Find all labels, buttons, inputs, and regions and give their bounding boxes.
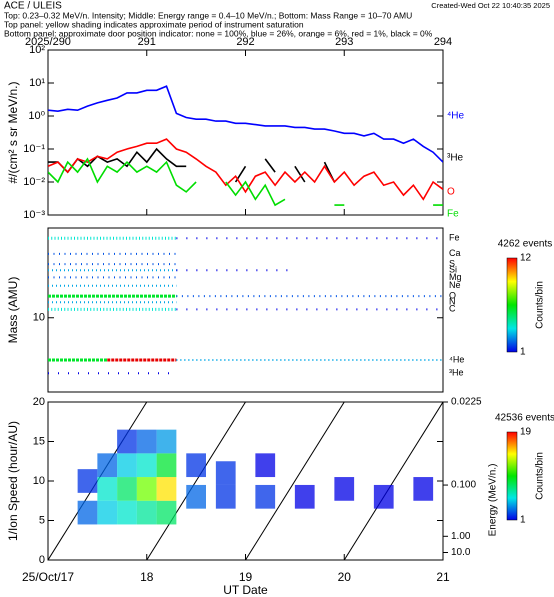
species-label: ³He: [449, 368, 464, 378]
legend-label: Fe: [447, 209, 459, 220]
x-tick-label: 21: [436, 570, 450, 584]
species-label: ⁴He: [449, 354, 464, 364]
x-tick-label: 294: [434, 36, 452, 48]
x-tick-label: 19: [239, 570, 253, 584]
x-tick-label: 292: [236, 36, 254, 48]
density-cell: [117, 500, 137, 525]
species-label: N: [449, 297, 456, 307]
density-cell: [136, 429, 157, 454]
series-line: [48, 85, 443, 163]
y-tick-label: 10²: [29, 44, 45, 56]
density-cell: [156, 429, 177, 454]
header-line: Top: 0.23–0.32 MeV/n. Intensity; Middle:…: [4, 10, 412, 20]
density-cell: [117, 429, 137, 454]
y2-tick-label: 10.0: [451, 547, 471, 558]
y-tick-label: 5: [39, 514, 45, 526]
species-label: Mg: [449, 272, 462, 282]
header-title: ACE / ULEIS: [4, 1, 62, 12]
species-label: Ca: [449, 248, 461, 258]
density-cell: [117, 477, 137, 501]
series-group: [48, 85, 443, 207]
y-tick-label: 10: [33, 475, 45, 487]
x-tick-label: 293: [335, 36, 353, 48]
y-tick-label: 10⁻³: [23, 209, 45, 221]
density-cell: [97, 500, 118, 525]
y2-axis-label: Energy (MeV/n.): [488, 464, 499, 537]
y2-tick-label: 0.100: [451, 480, 476, 491]
series-line: [48, 157, 443, 207]
legend-label: ⁴He: [447, 111, 465, 122]
y-tick-label: 10¹: [29, 77, 45, 89]
density-cell: [136, 453, 157, 478]
density-cell: [215, 484, 236, 509]
density-cell: [77, 469, 98, 493]
species-label: Ne: [449, 280, 461, 290]
density-cell: [255, 453, 276, 478]
guide-line: [343, 402, 443, 560]
density-cell: [373, 484, 394, 509]
y-axis-label: 1/Ion Speed (hour/AU): [6, 421, 20, 541]
x-tick-label: 2025/290: [25, 36, 71, 48]
density-cell: [97, 477, 118, 501]
cells: [77, 429, 434, 525]
colorbar-tick-label: 12: [520, 253, 532, 264]
y2-tick-label: 1.00: [451, 531, 471, 542]
y-tick-label: 0: [39, 554, 45, 566]
x-tick-label: 291: [138, 36, 156, 48]
colorbar-tick-label: 1: [520, 347, 526, 358]
y-tick-label: 10⁻²: [23, 176, 45, 188]
density-cell: [186, 484, 206, 509]
y-tick-label: 10: [33, 312, 45, 324]
guide-line: [146, 402, 246, 560]
density-cell: [255, 484, 276, 509]
series-line: [48, 147, 336, 183]
y-axis-label: #/(cm² s sr MeV/n.): [6, 81, 20, 183]
species-label: S: [449, 258, 455, 268]
y-tick-label: 10⁰: [28, 110, 45, 122]
species-label: Si: [449, 265, 457, 275]
density-cell: [156, 453, 177, 478]
y-tick-label: 10⁻¹: [23, 143, 45, 155]
legend-label: O: [447, 187, 455, 198]
colorbar-label: Counts/bin: [535, 452, 546, 500]
species-label: O: [449, 290, 456, 300]
x-axis-label: UT Date: [223, 583, 268, 597]
header-line: Bottom panel: approximate door position …: [4, 28, 433, 38]
x-tick-label: 25/Oct/17: [22, 570, 74, 584]
series-line: [48, 138, 443, 201]
density-cell: [334, 477, 355, 501]
x-tick-label: 20: [338, 570, 352, 584]
header-line: Top panel: yellow shading indicates appr…: [4, 19, 304, 29]
species-label: C: [449, 304, 456, 314]
density-cell: [156, 477, 177, 501]
created: Created-Wed Oct 22 10:40:35 2025: [431, 1, 550, 10]
legend-label: ³He: [447, 153, 464, 164]
colorbar-tick-label: 1: [520, 515, 526, 526]
density-cell: [156, 500, 177, 525]
colorbar-tick-label: 19: [520, 427, 532, 438]
colorbar-title: 4262 events: [498, 239, 553, 250]
y2-tick-label: 0.0225: [451, 397, 482, 408]
y-tick-label: 15: [33, 435, 45, 447]
y-axis-label: Mass (AMU): [6, 277, 20, 344]
density-cell: [294, 484, 315, 509]
density-cell: [117, 453, 137, 478]
density-cell: [215, 461, 236, 485]
colorbar-title: 42536 events: [495, 413, 554, 424]
density-cell: [136, 477, 157, 501]
density-cell: [136, 500, 157, 525]
x-tick-label: 18: [140, 570, 154, 584]
panel: [47, 49, 444, 216]
density-cell: [413, 477, 434, 501]
density-cell: [97, 453, 118, 478]
colorbar: [506, 431, 518, 521]
density-cell: [186, 453, 206, 478]
colorbar-label: Counts/bin: [535, 281, 546, 329]
guide-line: [245, 402, 345, 560]
density-cell: [77, 500, 98, 525]
species-label: Fe: [449, 233, 460, 243]
y-tick-label: 20: [33, 396, 45, 408]
colorbar: [506, 257, 518, 353]
